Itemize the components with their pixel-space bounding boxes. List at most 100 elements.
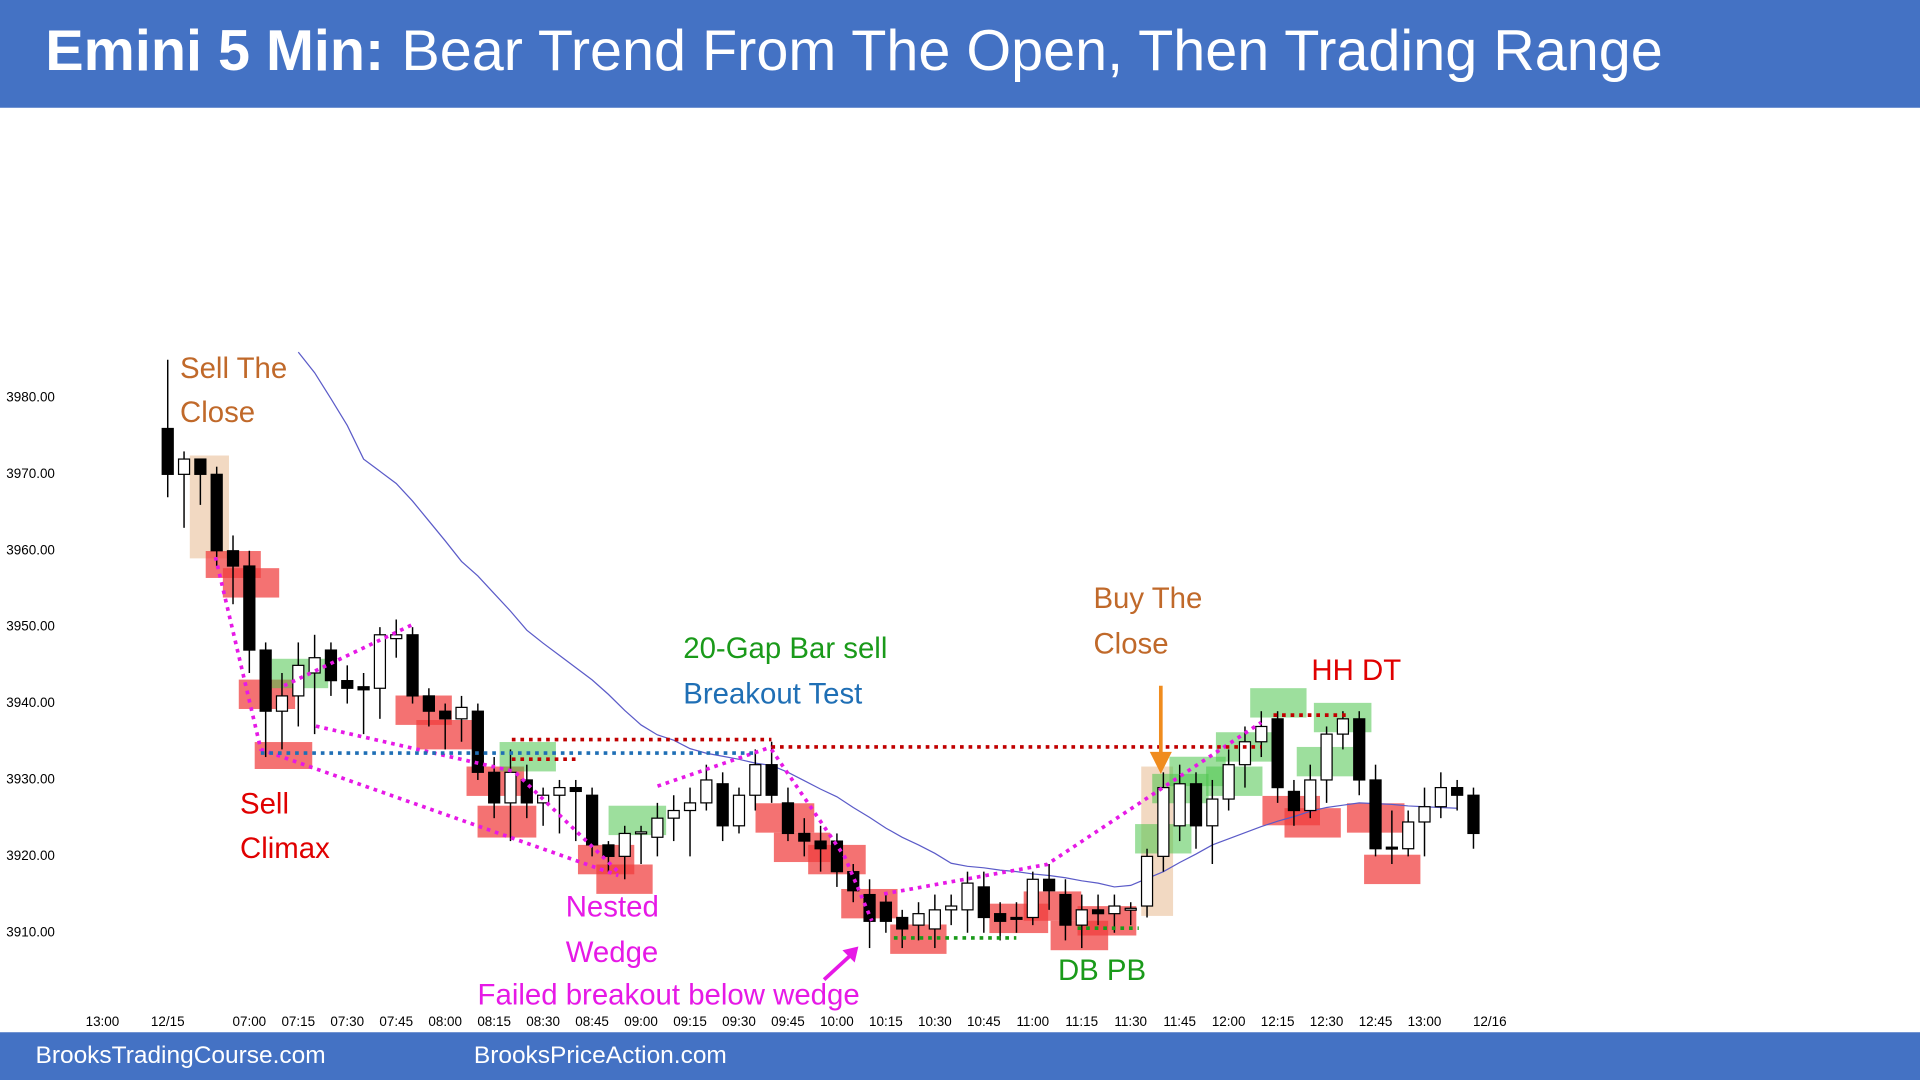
annotation-line: Sell (240, 787, 289, 820)
y-tick-label: 3960.00 (6, 542, 55, 557)
x-tick-label: 12:00 (1212, 1014, 1246, 1029)
x-tick-label: 08:45 (575, 1014, 609, 1029)
candle-body (618, 832, 631, 857)
candle-body (161, 427, 174, 475)
candle-body (455, 706, 468, 720)
y-tick-label: 3950.00 (6, 619, 55, 634)
x-tick-label: 08:30 (526, 1014, 560, 1029)
candle-body (1075, 909, 1088, 926)
candle-body (488, 771, 501, 804)
candle-body (716, 783, 729, 827)
candle-body (651, 817, 664, 838)
annotation: Sell The Close (180, 352, 287, 429)
candle-body (324, 649, 338, 682)
candle-body (1271, 718, 1284, 789)
candle-body (1402, 821, 1415, 850)
candle-body (357, 686, 370, 691)
candle-body (585, 794, 599, 846)
x-tick-label: 09:30 (722, 1014, 756, 1029)
annotation-line: Nested (566, 890, 659, 923)
candle-body (700, 779, 713, 804)
annotation-line: 20-Gap Bar sell (683, 632, 887, 665)
x-tick-label: 10:45 (967, 1014, 1001, 1029)
candle-body (1320, 733, 1333, 781)
candle-body (749, 764, 762, 796)
x-tick-label: 09:45 (771, 1014, 805, 1029)
annotation-line: Failed breakout below wedge (478, 979, 860, 1012)
x-tick-label: 12:15 (1261, 1014, 1295, 1029)
candle-body (1026, 878, 1039, 919)
x-tick-label: 11:00 (1016, 1014, 1049, 1029)
moving-average (297, 351, 1458, 888)
footer-band (0, 1032, 1920, 1080)
y-tick-label: 3910.00 (6, 924, 55, 939)
x-tick-label: 12:30 (1310, 1014, 1344, 1029)
candle-body (520, 779, 533, 804)
annotation: DB PB (1058, 954, 1146, 987)
candle-body (814, 840, 827, 850)
annotation: Breakout Test (683, 677, 862, 710)
annotation: HH DT (1311, 654, 1401, 687)
x-tick-label: 07:30 (330, 1014, 364, 1029)
trend-line (769, 748, 874, 922)
candle-body (504, 771, 517, 804)
candle-body (226, 550, 240, 567)
footer-right: BrooksPriceAction.com (474, 1042, 727, 1069)
annotation-line: Sell The (180, 352, 287, 385)
x-tick-label: 12:45 (1359, 1014, 1393, 1029)
candle-body (308, 657, 321, 674)
title-bold: Emini 5 Min: (45, 19, 384, 83)
x-tick-label: 09:15 (673, 1014, 707, 1029)
trend-line (213, 556, 619, 878)
candle-body (683, 802, 697, 812)
candle-body (961, 882, 974, 911)
candle-body (1434, 786, 1447, 808)
candle-body (912, 913, 925, 926)
y-tick-label: 3940.00 (6, 695, 55, 710)
candle-body (1059, 893, 1072, 926)
x-tick-label: 09:00 (624, 1014, 658, 1029)
annotation: Sell Climax (240, 787, 330, 864)
candle-body (194, 458, 207, 475)
candle-body (1042, 878, 1056, 892)
candle-body (553, 786, 566, 796)
candle-body (259, 649, 272, 712)
arrow-head (1149, 751, 1172, 774)
annotation-line: Close (1093, 627, 1168, 660)
trend-line (283, 622, 414, 688)
annotation-line: Buy The (1093, 582, 1202, 615)
candle-body (1451, 786, 1464, 796)
candle-body (781, 802, 795, 835)
x-tick-label: 13:00 (86, 1014, 120, 1029)
candle-body (732, 794, 746, 827)
annotation-line: Wedge (566, 936, 659, 969)
x-tick-label: 12/16 (1473, 1014, 1507, 1029)
annotation-line: DB PB (1058, 954, 1146, 987)
candle-body (879, 901, 893, 922)
candle-body (1010, 916, 1023, 920)
candle-body (1124, 907, 1137, 911)
candle-body (928, 909, 941, 930)
candle-body (341, 680, 354, 689)
x-tick-label: 12/15 (151, 1014, 185, 1029)
header-band (0, 0, 1920, 108)
green-box (1250, 688, 1307, 718)
candle-body (1467, 794, 1480, 835)
arrow (822, 951, 855, 981)
plot: 3910.00 3920.00 3930.00 3940.00 3950.00 3960.… (6, 351, 1507, 1029)
annotations: Sell The Close Sell Climax Nested Wedge Fai… (180, 352, 1401, 1012)
drawings (213, 556, 1347, 981)
x-tick-label: 07:00 (233, 1014, 267, 1029)
candle-body (1418, 806, 1431, 823)
candle-body (1353, 718, 1366, 781)
x-tick-label: 08:15 (477, 1014, 511, 1029)
candle-body (1222, 764, 1235, 800)
candle-body (1091, 909, 1105, 915)
annotation-line: Close (180, 396, 255, 429)
candle-body (177, 458, 191, 475)
x-tick-label: 10:30 (918, 1014, 952, 1029)
x-tick-label: 07:15 (281, 1014, 315, 1029)
y-tick-label: 3920.00 (6, 848, 55, 863)
candle-body (390, 634, 403, 640)
